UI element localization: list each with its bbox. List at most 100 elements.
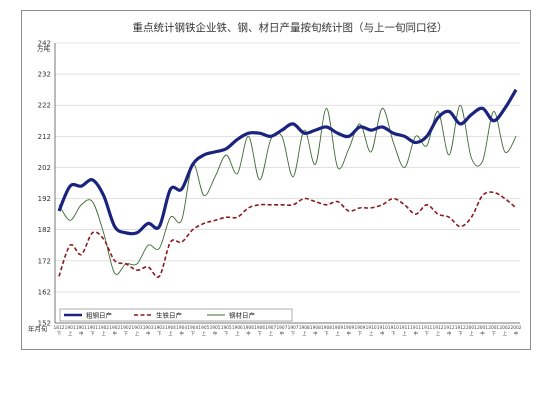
x-tick-label: 2001 — [477, 325, 488, 331]
x-tick-label: 1909 — [343, 325, 354, 331]
x-tick-label: 1912 — [433, 325, 444, 331]
x-tick-label: 1912 — [455, 325, 466, 331]
x-tick-label: 1905 — [210, 325, 221, 331]
x-tick-label: 1904 — [165, 325, 176, 331]
legend-label: 钢材日产 — [229, 311, 256, 320]
x-tick-label: 1908 — [299, 325, 310, 331]
x-tick-label: 上 — [469, 330, 474, 337]
x-tick-label: 1910 — [366, 325, 377, 331]
x-tick-label: 中 — [480, 330, 484, 337]
x-tick-label: 1907 — [288, 325, 299, 331]
x-tick-label: 下 — [257, 331, 262, 337]
x-tick-label: 1903 — [132, 325, 143, 331]
x-tick-label: 1902 — [120, 325, 131, 331]
x-tick-label: 上 — [369, 330, 374, 337]
x-tick-label: 下 — [57, 331, 62, 337]
x-tick-label: 下 — [324, 331, 329, 337]
y-tick-label: 242 — [38, 40, 51, 48]
x-tick-label: 上 — [68, 330, 73, 337]
x-tick-label: 下 — [425, 331, 430, 337]
y-tick-label: 172 — [38, 257, 51, 265]
x-tick-label: 1910 — [377, 325, 388, 331]
x-tick-label: 1909 — [332, 325, 343, 331]
x-tick-label: 上 — [302, 330, 307, 337]
x-tick-label: 中 — [213, 330, 217, 337]
x-tick-label: 下 — [224, 331, 229, 337]
x-tick-label: 1901 — [76, 325, 87, 331]
x-tick-label: 中 — [179, 330, 183, 337]
legend-label: 粗钢日产 — [86, 311, 113, 320]
x-tick-label: 1901 — [87, 325, 98, 331]
plot-area: 1521621721821922022122222322421812下1901上… — [38, 40, 522, 338]
x-tick-label: 中 — [347, 330, 351, 337]
x-tick-label: 下 — [291, 331, 296, 337]
x-tick-label: 1901 — [65, 325, 76, 331]
x-tick-label: 1902 — [109, 325, 120, 331]
x-tick-label: 1905 — [198, 325, 209, 331]
x-tick-label: 下 — [157, 331, 162, 337]
x-tick-label: 1812 — [54, 325, 65, 331]
x-tick-label: 中 — [280, 330, 284, 337]
chart-title: 重点统计钢铁企业铁、钢、材日产量按旬统计图（与上一旬同口径） — [133, 21, 448, 34]
x-tick-label: 上 — [269, 330, 274, 337]
x-axis-unit: 年月旬 — [28, 324, 48, 333]
x-tick-label: 1906 — [243, 325, 254, 331]
x-tick-label: 1910 — [388, 325, 399, 331]
x-tick-label: 中 — [380, 330, 384, 337]
x-tick-label: 中 — [313, 330, 317, 337]
x-tick-label: 1903 — [143, 325, 154, 331]
x-tick-label: 2001 — [466, 325, 477, 331]
x-tick-label: 中 — [113, 330, 117, 337]
x-tick-label: 下 — [458, 331, 463, 337]
y-tick-label: 212 — [38, 133, 51, 141]
y-tick-label: 232 — [38, 71, 51, 79]
y-tick-label: 192 — [38, 195, 51, 203]
x-tick-label: 1906 — [232, 325, 243, 331]
x-tick-label: 下 — [90, 331, 95, 337]
x-tick-label: 下 — [124, 331, 129, 337]
x-tick-label: 下 — [358, 331, 363, 337]
x-tick-label: 中 — [414, 330, 418, 337]
chart-frame: 重点统计钢铁企业铁、钢、材日产量按旬统计图（与上一旬同口径） 万吨 年月旬 15… — [21, 10, 531, 350]
x-tick-label: 1908 — [321, 325, 332, 331]
x-tick-label: 1904 — [176, 325, 187, 331]
x-tick-label: 1911 — [399, 325, 410, 331]
line-chart: 重点统计钢铁企业铁、钢、材日产量按旬统计图（与上一旬同口径） 万吨 年月旬 15… — [28, 21, 522, 338]
legend: 粗钢日产 生铁日产 钢材日产 — [59, 308, 293, 322]
series-line-3 — [58, 104, 517, 275]
y-tick-label: 202 — [38, 164, 51, 172]
y-axis-unit: 万吨 — [37, 44, 51, 53]
x-tick-label: 上 — [235, 330, 240, 337]
x-tick-label: 2001 — [488, 325, 499, 331]
x-tick-label: 上 — [336, 330, 341, 337]
x-tick-label: 1903 — [154, 325, 165, 331]
y-tick-label: 152 — [38, 320, 51, 328]
series-line-1 — [57, 88, 518, 236]
x-tick-label: 上 — [135, 330, 140, 337]
x-tick-label: 上 — [168, 330, 173, 337]
x-tick-label: 下 — [492, 331, 497, 337]
x-tick-label: 1911 — [421, 325, 432, 331]
x-tick-label: 1907 — [265, 325, 276, 331]
x-tick-label: 中 — [146, 330, 150, 337]
y-tick-label: 182 — [38, 226, 51, 234]
x-tick-label: 1902 — [98, 325, 109, 331]
x-tick-label: 2002 — [499, 325, 510, 331]
x-tick-label: 上 — [503, 330, 508, 337]
x-tick-label: 中 — [246, 330, 250, 337]
y-tick-label: 162 — [38, 288, 51, 296]
x-tick-label: 上 — [402, 330, 407, 337]
x-tick-label: 1908 — [310, 325, 321, 331]
x-tick-label: 1911 — [410, 325, 421, 331]
x-tick-label: 上 — [436, 330, 441, 337]
legend-box — [59, 308, 293, 322]
x-tick-label: 1906 — [254, 325, 265, 331]
x-tick-label: 1904 — [187, 325, 198, 331]
x-tick-label: 1909 — [354, 325, 365, 331]
x-tick-label: 下 — [191, 331, 196, 337]
x-tick-label: 1907 — [276, 325, 287, 331]
x-tick-label: 1912 — [444, 325, 455, 331]
x-tick-label: 上 — [202, 330, 207, 337]
legend-label: 生铁日产 — [156, 311, 183, 320]
y-tick-label: 222 — [38, 102, 51, 110]
